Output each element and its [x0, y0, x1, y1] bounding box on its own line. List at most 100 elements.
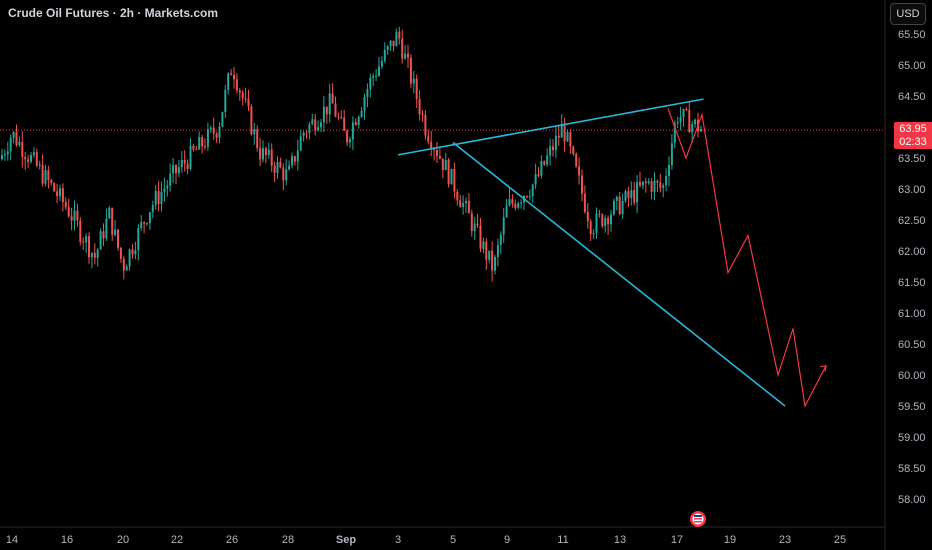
candle-body — [386, 46, 389, 50]
candle-body — [134, 250, 137, 255]
candle-body — [375, 75, 378, 77]
candle-body — [682, 109, 685, 118]
candle-body — [418, 99, 421, 115]
candle-body — [456, 191, 459, 201]
candle-body — [172, 165, 175, 174]
candle-body — [328, 93, 331, 115]
projection-path — [667, 108, 827, 408]
candle-body — [438, 155, 441, 159]
candle-body — [369, 77, 372, 90]
candle-body — [264, 148, 267, 156]
candle-body — [560, 125, 563, 138]
candle-body — [525, 196, 528, 198]
candle-body — [314, 119, 317, 131]
candle-body — [604, 217, 607, 227]
candle-body — [99, 231, 102, 250]
candle-body — [641, 181, 644, 186]
candle-body — [143, 222, 146, 224]
candle-body — [343, 117, 346, 131]
candle-body — [108, 207, 111, 219]
candle-body — [305, 132, 308, 134]
candle-body — [189, 145, 192, 169]
candle-body — [215, 133, 218, 138]
candle-body — [160, 191, 163, 204]
candle-body — [221, 111, 224, 127]
candle-body — [389, 40, 392, 47]
price-tick-label: 63.00 — [898, 184, 926, 196]
candle-body — [685, 109, 688, 111]
candle-body — [409, 57, 412, 84]
candle-body — [296, 150, 299, 162]
candle-body — [647, 181, 650, 184]
price-tick-label: 60.50 — [898, 339, 926, 351]
last-price-value: 63.95 — [899, 123, 927, 136]
candle-body — [67, 207, 70, 217]
us-flag-event-icon[interactable] — [689, 510, 707, 528]
candle-body — [302, 132, 305, 137]
candle-body — [424, 114, 427, 136]
candle-body — [639, 182, 641, 186]
candle-body — [125, 266, 128, 271]
price-tick-label: 62.00 — [898, 246, 926, 258]
time-tick-label: 25 — [834, 534, 846, 546]
candle-body — [441, 158, 444, 171]
candle-body — [186, 163, 189, 169]
candle-body — [676, 122, 679, 124]
candle-body — [238, 90, 241, 93]
candle-body — [119, 247, 122, 259]
time-tick-label: 28 — [282, 534, 294, 546]
candle-body — [630, 190, 633, 198]
candle-body — [70, 216, 73, 221]
candle-body — [444, 159, 447, 171]
candle-body — [276, 162, 279, 173]
candle-body — [575, 153, 578, 167]
candle-body — [543, 161, 546, 165]
candle-body — [401, 38, 404, 59]
time-tick-label: 22 — [171, 534, 183, 546]
currency-button[interactable]: USD — [890, 3, 926, 25]
candle-body — [485, 241, 488, 260]
trendline-lower — [452, 141, 786, 407]
candle-body — [511, 199, 514, 204]
candle-body — [18, 141, 21, 146]
candle-body — [595, 213, 598, 233]
time-tick-label: 13 — [614, 534, 626, 546]
candle-body — [349, 139, 351, 143]
candle-body — [331, 93, 334, 104]
time-tick-label: 19 — [724, 534, 736, 546]
candle-body — [636, 182, 639, 203]
candle-body — [32, 152, 35, 156]
candle-body — [569, 132, 572, 147]
candle-body — [166, 185, 169, 189]
candle-body — [668, 165, 670, 177]
price-tick-label: 63.50 — [898, 153, 926, 165]
candle-body — [256, 129, 259, 148]
candle-body — [140, 222, 143, 228]
time-tick-label: 11 — [557, 534, 568, 546]
candle-body — [607, 217, 610, 225]
candle-body — [270, 149, 273, 166]
candle-body — [392, 40, 395, 47]
candle-body — [421, 114, 424, 116]
candle-body — [90, 252, 93, 258]
candle-body — [540, 161, 543, 176]
candle-body — [601, 214, 604, 227]
candle-body — [227, 73, 230, 90]
candle-body — [363, 97, 366, 111]
candle-body — [436, 149, 438, 156]
candle-body — [537, 174, 540, 176]
time-tick-label: 23 — [779, 534, 791, 546]
candle-body — [592, 232, 595, 235]
candle-body — [212, 127, 215, 134]
last-price-tag: 63.95 02:33 — [894, 122, 932, 150]
price-tick-label: 58.50 — [898, 463, 926, 475]
candle-body — [235, 79, 238, 91]
candle-body — [621, 200, 624, 215]
candle-body — [462, 203, 465, 208]
candle-body — [201, 137, 204, 147]
candle-body — [688, 109, 691, 133]
candle-body — [253, 129, 256, 135]
candle-body — [581, 175, 583, 194]
candle-body — [662, 185, 665, 188]
